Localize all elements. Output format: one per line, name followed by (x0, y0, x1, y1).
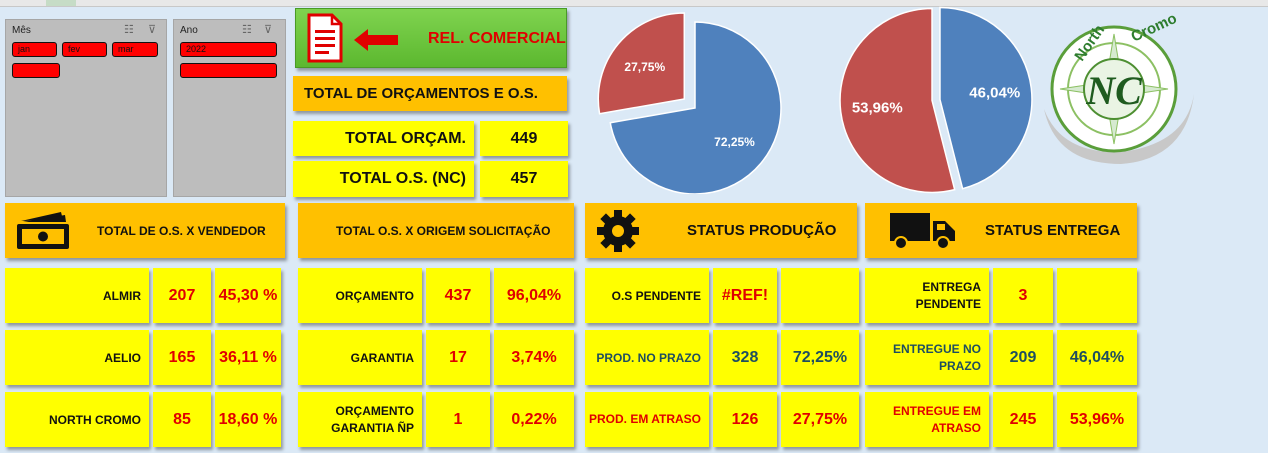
table-row-name: PROD. NO PRAZO (585, 330, 709, 385)
table-row-count: 245 (993, 392, 1053, 447)
selected-column-header (46, 0, 76, 6)
table-row-name: ALMIR (5, 268, 149, 323)
month-slicer[interactable]: Mês ☷ ⊽ jan fev mar (5, 19, 167, 197)
gear-icon (597, 210, 639, 252)
slicer-item-fev[interactable]: fev (62, 42, 107, 57)
pie-slice-label: 46,04% (969, 85, 1020, 102)
pie-chart-entrega: 46,04% 53,96% (839, 6, 1033, 194)
table-row-count: 328 (713, 330, 777, 385)
vendedor-header: TOTAL DE O.S. X VENDEDOR (5, 203, 285, 258)
origem-title: TOTAL O.S. X ORIGEM SOLICITAÇÃO (336, 223, 551, 238)
table-row-count: 209 (993, 330, 1053, 385)
table-row-name: GARANTIA (298, 330, 422, 385)
table-row-pct (1057, 268, 1137, 323)
total-orcam-label: TOTAL ORÇAM. (345, 129, 466, 147)
slicer-item-2022[interactable]: 2022 (180, 42, 277, 57)
slicer-item-jan[interactable]: jan (12, 42, 57, 57)
total-title: TOTAL DE ORÇAMENTOS E O.S. (304, 85, 538, 102)
pie-slice-label: 27,75% (624, 60, 665, 74)
table-row-count: 126 (713, 392, 777, 447)
table-row-count: #REF! (713, 268, 777, 323)
table-row-count: 85 (153, 392, 211, 447)
table-row-name: AELIO (5, 330, 149, 385)
month-slicer-title: Mês (12, 25, 31, 36)
table-row-name: ENTREGA PENDENTE (865, 268, 989, 323)
column-header-strip (0, 0, 1268, 7)
total-os-value-box: 457 (480, 161, 568, 197)
table-row-name: ORÇAMENTO (298, 268, 422, 323)
total-os-label: TOTAL O.S. (NC) (339, 170, 466, 187)
slicer-item-mar[interactable]: mar (112, 42, 158, 57)
table-row-pct: 45,30 % (215, 268, 281, 323)
total-title-box: TOTAL DE ORÇAMENTOS E O.S. (293, 76, 567, 111)
table-row-count: 1 (426, 392, 490, 447)
clear-filter-icon[interactable]: ⊽ (264, 24, 279, 36)
table-row-name: ENTREGUE EM ATRASO (865, 392, 989, 447)
table-row-name: NORTH CROMO (5, 392, 149, 447)
table-row-pct: 53,96% (1057, 392, 1137, 447)
table-row-count: 165 (153, 330, 211, 385)
producao-title: STATUS PRODUÇÃO (687, 222, 837, 239)
total-os-label-box: TOTAL O.S. (NC) (293, 161, 474, 197)
money-icon (17, 212, 69, 249)
pie-slice (609, 21, 782, 194)
table-row-pct: 46,04% (1057, 330, 1137, 385)
table-row-name: ENTREGUE NO PRAZO (865, 330, 989, 385)
pie-slice (939, 6, 1033, 190)
table-row-count: 437 (426, 268, 490, 323)
pie-chart-producao: 72,25% 27,75% (597, 12, 782, 194)
rel-comercial-label: REL. COMERCIAL (428, 30, 566, 47)
table-row-name: PROD. EM ATRASO (585, 392, 709, 447)
multi-select-icon[interactable]: ☷ (124, 24, 140, 36)
origem-header: TOTAL O.S. X ORIGEM SOLICITAÇÃO (298, 203, 574, 258)
table-row-count: 3 (993, 268, 1053, 323)
rel-comercial-button[interactable]: REL. COMERCIAL (295, 8, 567, 68)
slicer-item-blank[interactable] (180, 63, 277, 78)
table-row-count: 17 (426, 330, 490, 385)
vendedor-title: TOTAL DE O.S. X VENDEDOR (97, 224, 266, 238)
slicer-item-blank[interactable] (12, 63, 60, 78)
document-icon (307, 13, 343, 63)
north-cromo-logo: NC North Cromo (1044, 14, 1194, 164)
clear-filter-icon[interactable]: ⊽ (148, 24, 163, 36)
table-row-pct (781, 268, 859, 323)
year-slicer[interactable]: Ano ☷ ⊽ 2022 (173, 19, 286, 197)
truck-icon (890, 213, 955, 250)
total-orcam-label-box: TOTAL ORÇAM. (293, 121, 474, 156)
entrega-title: STATUS ENTREGA (985, 222, 1121, 239)
pie-slice-label: 53,96% (852, 99, 903, 116)
pie-slice-label: 72,25% (714, 135, 755, 149)
table-row-name: O.S PENDENTE (585, 268, 709, 323)
table-row-count: 207 (153, 268, 211, 323)
pie-slice (597, 12, 686, 115)
multi-select-icon[interactable]: ☷ (242, 24, 258, 36)
table-row-pct: 0,22% (494, 392, 574, 447)
pie-slice (839, 7, 956, 194)
year-slicer-title: Ano (180, 25, 198, 36)
table-row-pct: 72,25% (781, 330, 859, 385)
logo-initials: NC (1085, 68, 1143, 113)
producao-header: STATUS PRODUÇÃO (585, 203, 857, 258)
total-orcam-value-box: 449 (480, 121, 568, 156)
entrega-header: STATUS ENTREGA (865, 203, 1137, 258)
table-row-pct: 96,04% (494, 268, 574, 323)
total-orcam-value: 449 (510, 129, 538, 147)
table-row-name: ORÇAMENTO GARANTIA ÑP (298, 392, 422, 447)
table-row-pct: 18,60 % (215, 392, 281, 447)
total-os-value: 457 (510, 170, 538, 187)
table-row-pct: 3,74% (494, 330, 574, 385)
table-row-pct: 27,75% (781, 392, 859, 447)
arrow-left-icon (354, 29, 398, 51)
table-row-pct: 36,11 % (215, 330, 281, 385)
